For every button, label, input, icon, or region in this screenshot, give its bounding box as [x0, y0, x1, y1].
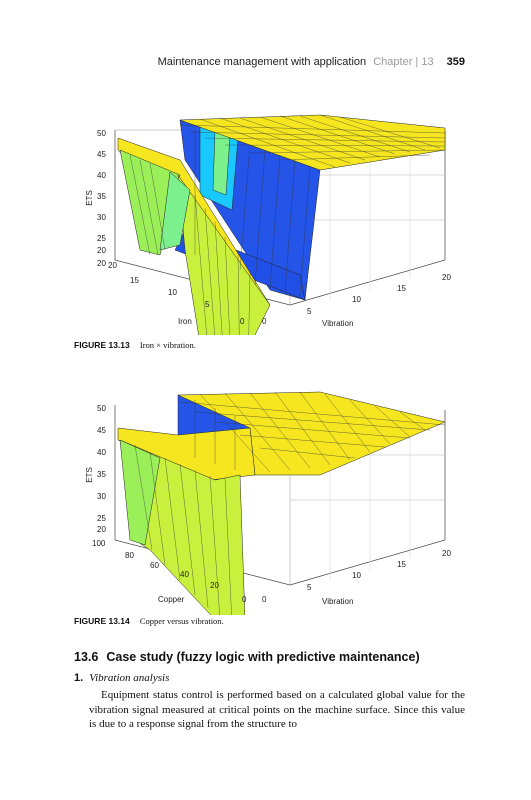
body-paragraph: Equipment status control is performed ba… [89, 689, 465, 731]
surface-left-ridge [117, 427, 256, 481]
surface-front-wall-inner [119, 439, 161, 546]
z-tick: 20 [97, 525, 106, 534]
y-axis-label: Vibration [322, 319, 353, 328]
x-tick: 10 [168, 288, 177, 297]
y-tick: 15 [397, 560, 406, 569]
z-tick: 30 [97, 213, 106, 222]
y-tick: 0 [262, 595, 267, 604]
list-item-number: 1. [74, 672, 84, 684]
x-tick: 20 [210, 581, 219, 590]
z-axis-label: ETS [85, 467, 94, 483]
y-axis: 0 5 10 15 20 Vibration [262, 549, 451, 606]
figure-caption: FIGURE 13.13 Iron × vibration. [74, 340, 196, 350]
z-tick: 40 [97, 448, 106, 457]
z-axis: 50 45 40 35 30 25 20 ETS [85, 404, 106, 534]
x-tick: 15 [130, 276, 139, 285]
x-tick: 20 [108, 261, 117, 270]
figure-13-14-surface-plot: 50 45 40 35 30 25 20 ETS 100 80 60 40 20… [85, 391, 451, 615]
z-tick: 50 [97, 404, 106, 413]
running-head: Maintenance management with application … [0, 56, 465, 68]
y-tick: 10 [352, 295, 361, 304]
z-tick: 40 [97, 171, 106, 180]
z-tick: 35 [97, 192, 106, 201]
running-head-chapter: Chapter | 13 [373, 56, 434, 68]
z-tick: 25 [97, 514, 106, 523]
running-head-title: Maintenance management with application [157, 56, 367, 68]
list-item-text: Vibration analysis [89, 672, 170, 684]
x-tick: 0 [240, 317, 245, 326]
y-tick: 10 [352, 571, 361, 580]
z-tick: 20 [97, 259, 106, 268]
x-tick: 5 [205, 300, 210, 309]
figure-caption-text: Iron × vibration. [139, 340, 196, 350]
figure-13-13-surface-plot: 50 45 40 35 30 25 20 20 ETS 15 10 5 0 20… [85, 114, 451, 335]
x-tick: 80 [125, 551, 134, 560]
surface [117, 114, 446, 335]
y-tick: 20 [442, 549, 451, 558]
x-tick: 0 [242, 595, 247, 604]
z-tick: 45 [97, 426, 106, 435]
surface-front-wall-mid [177, 174, 271, 335]
z-tick: 45 [97, 150, 106, 159]
z-tick: 25 [97, 234, 106, 243]
y-tick: 15 [397, 284, 406, 293]
figure-caption-text: Copper versus vibration. [139, 616, 224, 626]
page-number: 359 [446, 56, 465, 68]
surface-mesh [134, 391, 446, 615]
x-tick: 40 [180, 570, 189, 579]
surface-mesh [129, 114, 446, 335]
z-axis-label: ETS [85, 190, 94, 206]
z-tick: 20 [97, 246, 106, 255]
section-heading: 13.6 Case study (fuzzy logic with predict… [74, 650, 474, 664]
y-tick: 20 [442, 273, 451, 282]
z-tick: 30 [97, 492, 106, 501]
x-axis: 100 80 60 40 20 0 Copper [92, 539, 247, 604]
figure-label: FIGURE 13.14 [74, 616, 130, 626]
y-tick: 0 [262, 317, 267, 326]
z-axis: 50 45 40 35 30 25 20 20 ETS [85, 129, 106, 268]
y-tick: 5 [307, 307, 312, 316]
x-tick: 100 [92, 539, 106, 548]
list-item: 1. Vibration analysis [74, 672, 169, 684]
x-axis: 15 10 5 0 20 Iron [108, 261, 245, 326]
figure-caption: FIGURE 13.14 Copper versus vibration. [74, 616, 224, 626]
section-title: Case study (fuzzy logic with predictive … [106, 650, 420, 664]
y-tick: 5 [307, 583, 312, 592]
figure-label: FIGURE 13.13 [74, 340, 130, 350]
surface-front-wall-inner [159, 171, 191, 251]
x-axis-label: Copper [158, 595, 185, 604]
section-number: 13.6 [74, 650, 99, 664]
surface [117, 391, 446, 615]
z-tick: 35 [97, 470, 106, 479]
y-axis-label: Vibration [322, 597, 353, 606]
x-axis-label: Iron [178, 317, 192, 326]
y-axis: 0 5 10 15 20 Vibration [262, 273, 451, 328]
x-tick: 60 [150, 561, 159, 570]
z-tick: 50 [97, 129, 106, 138]
